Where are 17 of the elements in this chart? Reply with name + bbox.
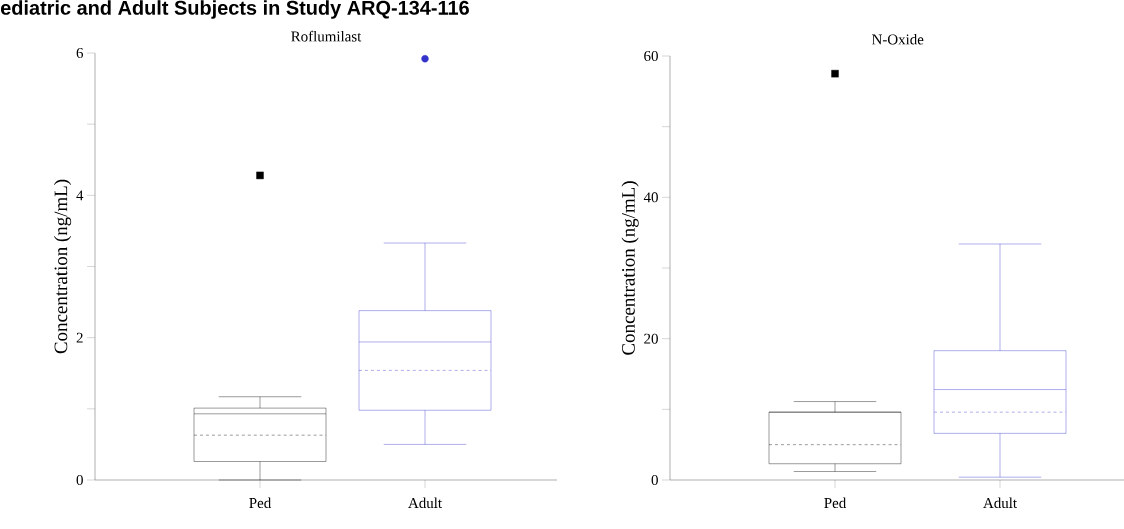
chart-subtitle: N-Oxide: [872, 34, 924, 45]
chart-subtitle: Roflumilast: [291, 30, 362, 42]
chart-title: ediatric and Adult Subjects in Study ARQ-134-116: [0, 0, 469, 19]
x-tick-label: Adult: [408, 497, 442, 509]
y-tick-label: 0: [651, 474, 658, 486]
y-tick-label: 40: [643, 192, 658, 203]
y-tick-label: 4: [76, 190, 84, 201]
x-tick-label: Adult: [983, 497, 1017, 509]
y-tick-label: 20: [644, 333, 658, 344]
y-tick-label: 6: [76, 47, 84, 59]
y-axis-title: Concentration (ng/mL): [53, 179, 72, 354]
y-axis-title: Concentration (ng/mL): [621, 181, 639, 355]
y-tick-label: 60: [644, 50, 658, 62]
y-tick-label: 0: [76, 474, 83, 486]
x-tick-label: Ped: [824, 497, 847, 509]
x-tick-label: Ped: [249, 497, 272, 509]
y-tick-label: 2: [76, 332, 83, 343]
